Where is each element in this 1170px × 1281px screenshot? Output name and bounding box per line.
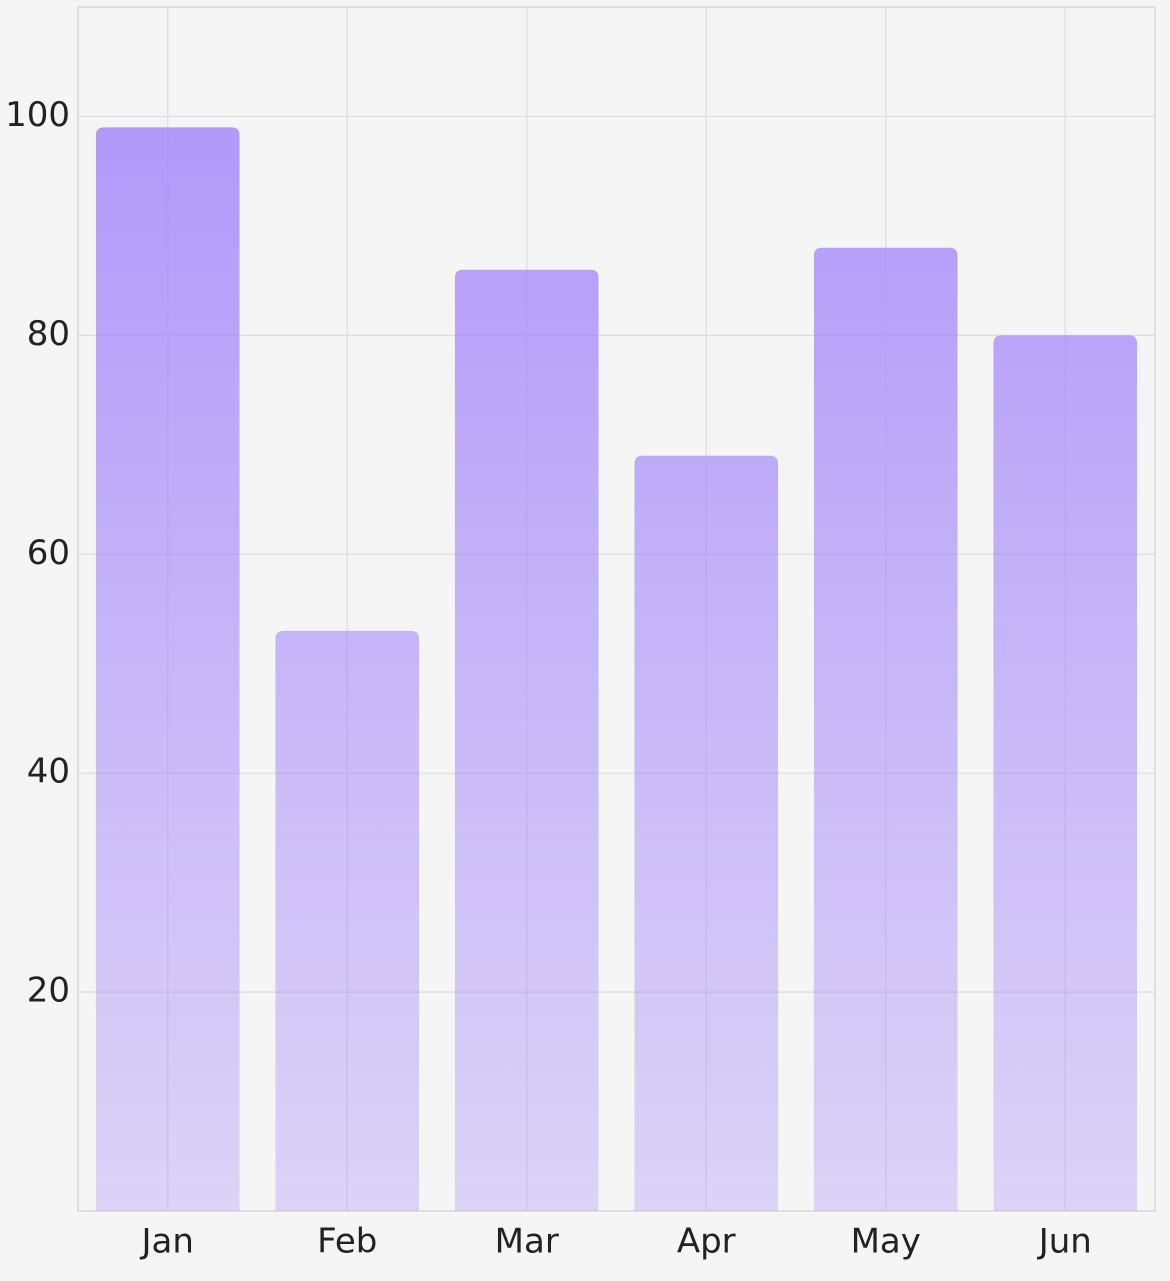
bar <box>993 335 1138 1211</box>
x-tick-label: Feb <box>317 1222 377 1262</box>
bar <box>275 630 420 1211</box>
x-tick-label: Jan <box>140 1222 194 1262</box>
x-tick-label: May <box>851 1222 921 1262</box>
x-tick-label: Apr <box>677 1222 736 1262</box>
plot-area <box>77 6 1156 1212</box>
x-tick-label: Mar <box>495 1222 559 1262</box>
y-tick-label: 60 <box>27 533 70 573</box>
y-tick-label: 40 <box>27 752 70 792</box>
bar <box>634 455 779 1211</box>
bar <box>454 269 599 1211</box>
bar <box>95 127 240 1211</box>
y-tick-label: 80 <box>27 314 70 354</box>
x-tick-label: Jun <box>1037 1222 1092 1262</box>
y-tick-label: 100 <box>5 95 70 135</box>
y-tick-label: 20 <box>27 971 70 1011</box>
bar <box>813 247 958 1212</box>
